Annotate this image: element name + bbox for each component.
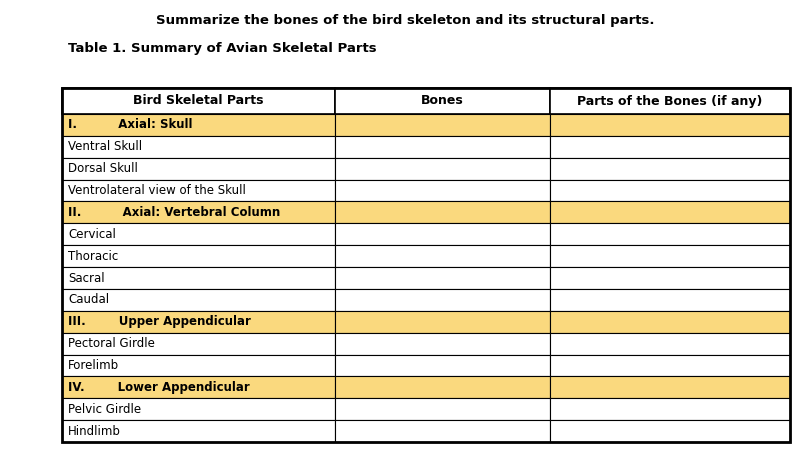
Text: IV.        Lower Appendicular: IV. Lower Appendicular: [68, 381, 249, 394]
Bar: [550, 202, 790, 223]
Bar: [335, 376, 550, 398]
Text: Bird Skeletal Parts: Bird Skeletal Parts: [134, 94, 264, 107]
Bar: [335, 88, 550, 114]
Bar: [335, 289, 550, 311]
Text: Thoracic: Thoracic: [68, 250, 118, 263]
Bar: [550, 136, 790, 158]
Bar: [62, 223, 335, 245]
Text: Table 1. Summary of Avian Skeletal Parts: Table 1. Summary of Avian Skeletal Parts: [68, 42, 377, 55]
Text: Pelvic Girdle: Pelvic Girdle: [68, 403, 141, 416]
Bar: [550, 398, 790, 420]
Bar: [62, 202, 335, 223]
Bar: [62, 355, 335, 376]
Text: Caudal: Caudal: [68, 293, 109, 306]
Text: Bones: Bones: [421, 94, 464, 107]
Bar: [62, 289, 335, 311]
Bar: [550, 158, 790, 180]
Bar: [335, 311, 550, 333]
Bar: [335, 245, 550, 267]
Text: Cervical: Cervical: [68, 228, 116, 241]
Bar: [335, 136, 550, 158]
Bar: [550, 88, 790, 114]
Bar: [335, 114, 550, 136]
Bar: [62, 114, 335, 136]
Bar: [550, 114, 790, 136]
Bar: [335, 223, 550, 245]
Bar: [62, 88, 335, 114]
Bar: [550, 311, 790, 333]
Text: Forelimb: Forelimb: [68, 359, 119, 372]
Bar: [335, 333, 550, 355]
Bar: [335, 420, 550, 442]
Bar: [550, 355, 790, 376]
Text: II.          Axial: Vertebral Column: II. Axial: Vertebral Column: [68, 206, 280, 219]
Text: III.        Upper Appendicular: III. Upper Appendicular: [68, 315, 251, 328]
Bar: [550, 180, 790, 202]
Bar: [550, 289, 790, 311]
Bar: [62, 136, 335, 158]
Bar: [550, 223, 790, 245]
Bar: [335, 267, 550, 289]
Text: Sacral: Sacral: [68, 272, 104, 285]
Text: I.          Axial: Skull: I. Axial: Skull: [68, 119, 193, 132]
Text: Ventrolateral view of the Skull: Ventrolateral view of the Skull: [68, 184, 246, 197]
Bar: [62, 333, 335, 355]
Bar: [335, 180, 550, 202]
Bar: [550, 420, 790, 442]
Text: Hindlimb: Hindlimb: [68, 425, 121, 438]
Bar: [550, 376, 790, 398]
Bar: [62, 180, 335, 202]
Bar: [62, 158, 335, 180]
Bar: [62, 88, 790, 442]
Bar: [335, 158, 550, 180]
Bar: [62, 267, 335, 289]
Bar: [62, 398, 335, 420]
Text: Dorsal Skull: Dorsal Skull: [68, 162, 138, 175]
Bar: [62, 245, 335, 267]
Bar: [550, 267, 790, 289]
Bar: [335, 202, 550, 223]
Text: Summarize the bones of the bird skeleton and its structural parts.: Summarize the bones of the bird skeleton…: [156, 14, 654, 27]
Bar: [62, 311, 335, 333]
Bar: [62, 420, 335, 442]
Text: Parts of the Bones (if any): Parts of the Bones (if any): [578, 94, 762, 107]
Bar: [550, 333, 790, 355]
Text: Pectoral Girdle: Pectoral Girdle: [68, 337, 155, 350]
Bar: [62, 376, 335, 398]
Text: Ventral Skull: Ventral Skull: [68, 140, 142, 153]
Bar: [335, 355, 550, 376]
Bar: [550, 245, 790, 267]
Bar: [335, 398, 550, 420]
